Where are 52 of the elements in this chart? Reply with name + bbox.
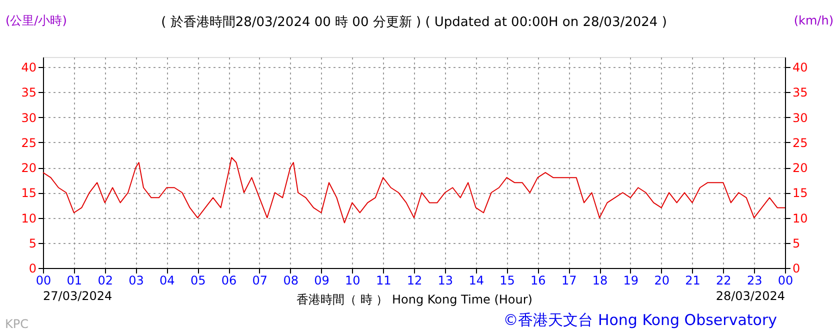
x-tick-label: 22 [716, 274, 732, 288]
y-tick-label: 10 [21, 211, 36, 226]
x-tick-label: 07 [252, 274, 268, 288]
x-tick-label: 01 [66, 274, 82, 288]
y-tick-label: 20 [21, 161, 36, 176]
chart-title: ( 於香港時間28/03/2024 00 時 00 分更新 ) ( Updated at 00:00H on 28/03/2024 ) [161, 15, 667, 30]
x-tick-label: 11 [376, 274, 392, 288]
x-tick-label: 06 [221, 274, 237, 288]
x-tick-label: 00 [36, 274, 52, 288]
x-tick-label: 09 [314, 274, 330, 288]
x-tick-label: 15 [500, 274, 515, 288]
x-tick-label: 21 [685, 274, 700, 288]
x-tick-label: 04 [160, 274, 175, 288]
x-tick-label: 05 [190, 274, 206, 288]
text: 27/03/2024 [43, 289, 112, 303]
y-tick-label: 40 [21, 60, 36, 75]
y-tick-label: 0 [28, 262, 36, 276]
x-tick-label: 23 [746, 274, 762, 288]
x-tick-label: 14 [468, 274, 484, 288]
y-tick-label: 30 [21, 110, 36, 125]
x-tick-label: 08 [283, 274, 298, 288]
y2-tick-label: 35 [792, 86, 808, 100]
x-tick-label: 02 [98, 274, 113, 288]
y2-tick-label: 30 [792, 110, 808, 125]
y2-tick-label: 25 [792, 136, 808, 150]
x-tick-label: 13 [438, 274, 454, 288]
text: ©香港天文台 Hong Kong Observatory [503, 311, 778, 329]
y-axis-title: (公里/小時) [6, 14, 67, 28]
x-tick-label: 03 [128, 274, 144, 288]
y2-tick-label: 20 [792, 161, 808, 176]
y-tick-label: 5 [28, 236, 36, 250]
y-tick-label: 15 [21, 186, 36, 200]
y-tick-label: 35 [21, 86, 36, 100]
y2-tick-label: 10 [792, 211, 808, 226]
text: 28/03/2024 [716, 289, 785, 303]
y2-tick-label: 5 [792, 236, 800, 250]
x-tick-label: 18 [592, 274, 608, 288]
x-tick-label: 10 [345, 274, 360, 288]
y2-tick-label: 0 [792, 262, 800, 276]
text: KPC [5, 317, 28, 331]
y-tick-label: 25 [21, 136, 36, 150]
x-tick-label: 19 [623, 274, 639, 288]
x-tick-label: 20 [654, 274, 670, 288]
y2-axis-title: (km/h) [794, 14, 834, 28]
y2-tick-label: 40 [792, 60, 808, 75]
y2-tick-label: 15 [792, 186, 808, 200]
x-tick-label: 00 [778, 274, 794, 288]
x-tick-label: 12 [406, 274, 422, 288]
x-axis-title: 香港時間（ 時 ） Hong Kong Time (Hour) [296, 292, 532, 306]
x-tick-label: 16 [530, 274, 546, 288]
line-series [42, 156, 786, 224]
x-tick-label: 17 [561, 274, 577, 288]
